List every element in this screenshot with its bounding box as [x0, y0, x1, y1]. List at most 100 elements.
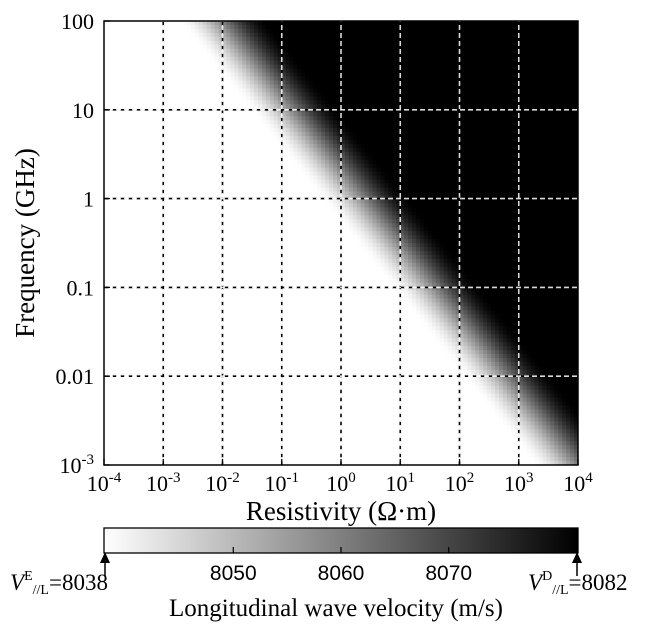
heatmap-cell	[254, 56, 259, 62]
heatmap-cell	[111, 175, 117, 181]
heatmap-cell	[183, 409, 188, 415]
heatmap-cell	[186, 171, 192, 177]
heatmap-cell	[155, 365, 160, 371]
heatmap-cell	[111, 369, 117, 375]
heatmap-cell	[175, 163, 180, 169]
heatmap-cell	[202, 52, 208, 58]
heatmap-cell	[214, 155, 220, 161]
heatmap-cell	[202, 68, 208, 74]
heatmap-cell	[143, 385, 149, 391]
heatmap-cell	[202, 56, 208, 62]
heatmap-cell	[230, 112, 235, 117]
heatmap-cell	[273, 155, 279, 161]
heatmap-cell	[206, 219, 212, 224]
heatmap-cell	[198, 318, 204, 323]
heatmap-cell	[198, 453, 204, 458]
heatmap-cell	[186, 155, 192, 161]
heatmap-cell	[143, 417, 149, 422]
heatmap-cell	[127, 401, 133, 407]
heatmap-cell	[163, 163, 168, 169]
heatmap-cell	[269, 270, 275, 276]
heatmap-cell	[246, 286, 251, 292]
heatmap-cell	[135, 377, 141, 383]
heatmap-cell	[190, 445, 196, 450]
heatmap-cell	[194, 262, 200, 268]
heatmap-cell	[242, 397, 247, 403]
heatmap-cell	[175, 60, 180, 66]
heatmap-cell	[139, 453, 145, 458]
heatmap-cell	[222, 100, 228, 105]
heatmap-cell	[230, 409, 235, 415]
heatmap-cell	[119, 302, 125, 308]
heatmap-cell	[269, 369, 275, 375]
heatmap-cell	[167, 135, 172, 141]
heatmap-cell	[206, 409, 212, 415]
heatmap-cell	[147, 231, 152, 236]
heatmap-cell	[214, 239, 220, 244]
heatmap-cell	[127, 44, 133, 50]
heatmap-cell	[269, 421, 275, 426]
heatmap-cell	[159, 278, 164, 284]
heatmap-cell	[175, 385, 180, 391]
heatmap-cell	[222, 203, 228, 208]
heatmap-cell	[262, 143, 267, 149]
heatmap-cell	[206, 441, 212, 446]
heatmap-cell	[115, 219, 121, 224]
heatmap-cell	[194, 290, 200, 296]
heatmap-cell	[115, 369, 121, 375]
heatmap-cell	[127, 357, 133, 363]
heatmap-cell	[242, 187, 247, 193]
heatmap-cell	[135, 385, 141, 391]
heatmap-cell	[190, 350, 196, 355]
heatmap-cell	[226, 377, 231, 383]
heatmap-cell	[139, 330, 145, 335]
heatmap-cell	[265, 270, 271, 276]
heatmap-cell	[262, 72, 267, 78]
heatmap-cell	[175, 143, 180, 149]
heatmap-cell	[151, 80, 156, 86]
heatmap-cell	[273, 417, 279, 422]
heatmap-cell	[250, 128, 255, 133]
heatmap-cell	[123, 143, 129, 149]
heatmap-cell	[210, 330, 216, 335]
heatmap-cell	[190, 433, 196, 438]
heatmap-cell	[107, 322, 113, 327]
heatmap-cell	[167, 369, 172, 375]
heatmap-cell	[123, 449, 129, 454]
heatmap-cell	[135, 393, 141, 399]
heatmap-cell	[210, 56, 216, 62]
heatmap-cell	[155, 254, 160, 260]
heatmap-cell	[250, 44, 255, 50]
heatmap-cell	[242, 338, 247, 343]
heatmap-cell	[186, 191, 192, 197]
heatmap-cell	[123, 433, 129, 438]
heatmap-cell	[131, 326, 137, 331]
heatmap-cell	[186, 40, 192, 46]
heatmap-cell	[135, 429, 141, 434]
heatmap-cell	[167, 175, 172, 181]
heatmap-cell	[238, 310, 243, 315]
heatmap-cell	[226, 322, 231, 327]
heatmap-cell	[254, 258, 259, 264]
heatmap-cell	[147, 425, 152, 430]
heatmap-cell	[273, 357, 279, 363]
heatmap-cell	[234, 461, 239, 465]
heatmap-cell	[190, 215, 196, 220]
heatmap-cell	[143, 405, 149, 411]
heatmap-cell	[183, 258, 188, 264]
heatmap-cell	[186, 219, 192, 224]
heatmap-cell	[194, 92, 200, 97]
heatmap-cell	[246, 457, 251, 462]
heatmap-cell	[262, 445, 267, 450]
heatmap-cell	[163, 298, 168, 304]
heatmap-cell	[115, 381, 121, 387]
heatmap-cell	[163, 437, 168, 442]
heatmap-cell	[198, 266, 204, 272]
heatmap-cell	[151, 361, 156, 367]
heatmap-cell	[123, 397, 129, 403]
heatmap-cell	[123, 171, 129, 177]
heatmap-cell	[265, 278, 271, 284]
heatmap-cell	[159, 302, 164, 308]
heatmap-cell	[234, 120, 239, 125]
heatmap-cell	[202, 64, 208, 70]
